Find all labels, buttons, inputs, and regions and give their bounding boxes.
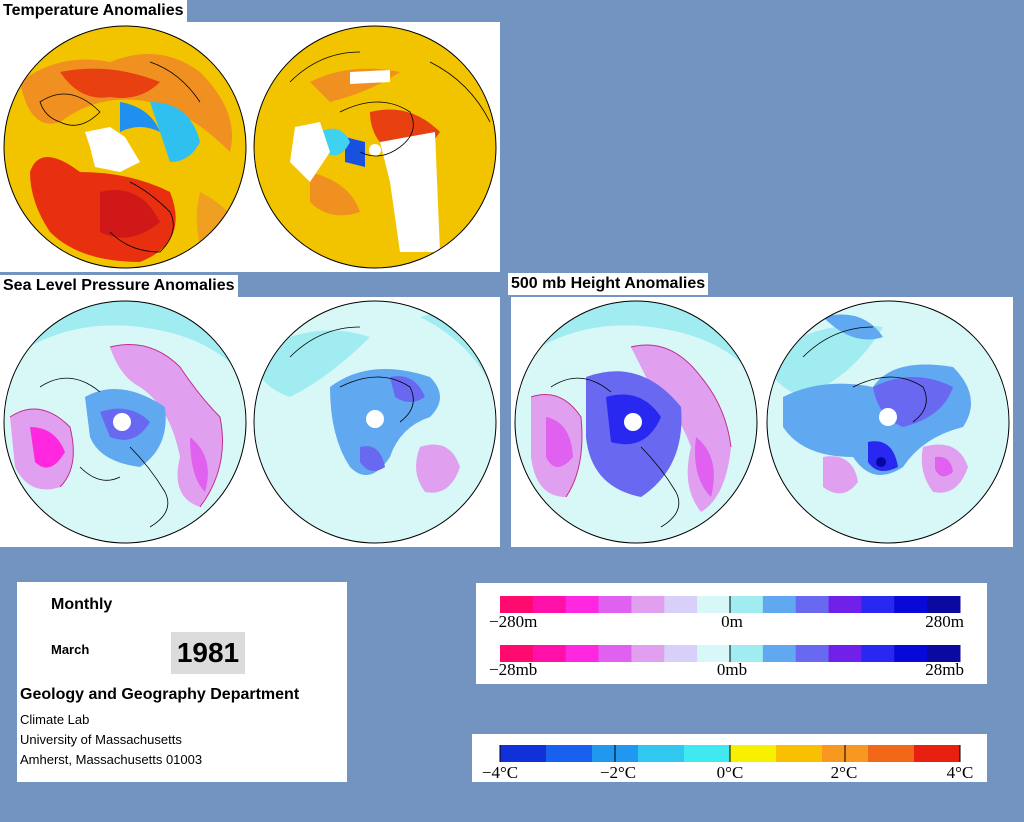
colorbar-swatch [730,745,777,762]
colorbar-swatch [861,596,895,613]
address-line-2: University of Massachusetts [20,732,182,747]
colorbar-swatch [638,745,685,762]
colorbar-swatch [776,745,823,762]
colorbar-swatch [565,645,600,662]
colorbar-swatch [532,596,567,613]
temperature-legend-label: −2°C [600,763,636,782]
department-label: Geology and Geography Department [20,686,300,703]
temperature-panel-title: Temperature Anomalies [0,0,187,22]
temperature-colorbar [499,745,961,762]
colorbar-swatch [697,645,731,662]
colorbar-swatch [914,745,961,762]
colorbar-swatch [500,745,547,762]
colorbar-swatch [927,645,961,662]
colorbar-swatch [598,596,632,613]
height-legend-zero: 0m [721,612,743,631]
height-legend-max: 280m [925,612,964,631]
height500-sh-map [766,300,1010,544]
colorbar-swatch [664,645,698,662]
height500-panel [511,297,1013,547]
slp-panel [0,297,500,547]
pressure-legend-min: −28mb [489,660,537,679]
colorbar-swatch [664,596,698,613]
colorbar-swatch [828,596,862,613]
colorbar-swatch [927,596,961,613]
colorbar-swatch [894,645,928,662]
pressure-legend-max: 28mb [925,660,964,679]
temperature-nh-map [3,25,247,269]
colorbar-swatch [730,596,764,613]
pressure-legend-zero: 0mb [717,660,747,679]
contour-legend-svg: −280m 0m 280m −28mb 0mb 28mb [489,596,964,679]
slp-sh-map [253,300,497,544]
temperature-panel [0,22,500,272]
period-type-label: Monthly [51,596,113,613]
year-label: 1981 [171,632,245,674]
colorbar-swatch [795,596,830,613]
colorbar-swatch [861,645,895,662]
temperature-legend-label: −4°C [482,763,518,782]
colorbar-swatch [762,645,797,662]
colorbar-swatch [631,596,665,613]
colorbar-swatch [828,645,862,662]
colorbar-swatch [565,596,600,613]
temperature-legend-label: 2°C [831,763,858,782]
colorbar-swatch [868,745,915,762]
height-colorbar [500,596,961,613]
address-line-3: Amherst, Massachusetts 01003 [20,752,203,767]
temperature-legend: −4°C −2°C 0°C 2°C 4°C [472,734,987,782]
colorbar-swatch [697,596,731,613]
temperature-sh-map [253,25,497,269]
temperature-legend-label: 4°C [947,763,974,782]
pressure-colorbar [500,645,961,662]
colorbar-swatch [762,596,797,613]
temperature-legend-svg: −4°C −2°C 0°C 2°C 4°C [482,745,974,782]
height500-panel-title: 500 mb Height Anomalies [508,273,709,295]
colorbar-swatch [631,645,665,662]
colorbar-swatch [730,645,764,662]
colorbar-swatch [546,745,593,762]
address-line-1: Climate Lab [20,712,90,727]
colorbar-swatch [532,645,567,662]
colorbar-swatch [500,596,534,613]
colorbar-swatch [500,645,534,662]
colorbar-swatch [684,745,731,762]
height500-nh-map [514,300,758,544]
temperature-legend-label: 0°C [717,763,744,782]
month-label: March [51,642,90,657]
contour-legend: −280m 0m 280m −28mb 0mb 28mb [476,583,987,684]
colorbar-swatch [598,645,632,662]
height-legend-min: −280m [489,612,537,631]
colorbar-swatch [795,645,830,662]
info-box: Monthly March 1981 Geology and Geography… [17,582,347,782]
slp-nh-map [3,300,247,544]
colorbar-swatch [894,596,928,613]
slp-panel-title: Sea Level Pressure Anomalies [0,275,238,297]
